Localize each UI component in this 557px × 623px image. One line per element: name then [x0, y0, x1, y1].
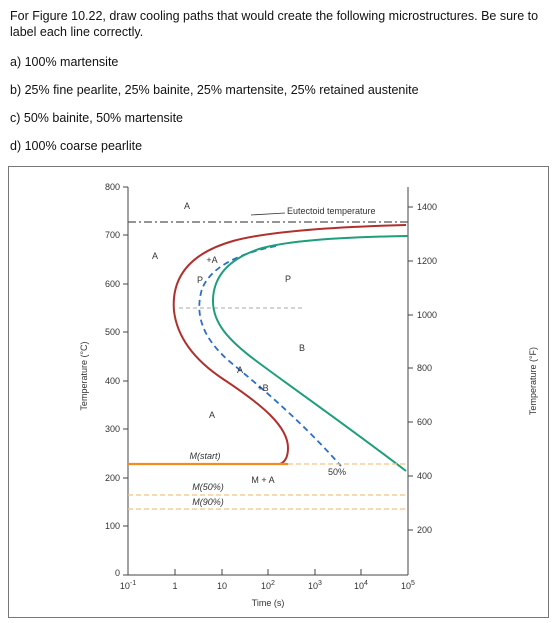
- label-fifty-percent: 50%: [328, 467, 346, 477]
- left-tick-700: 700: [105, 230, 120, 240]
- label-p-small: P: [197, 275, 203, 285]
- left-tick-600: 600: [105, 279, 120, 289]
- part-a: a) 100% martensite: [10, 55, 119, 69]
- left-tick-800: 800: [105, 182, 120, 192]
- x-tick-1e2: 102: [261, 580, 275, 591]
- part-b: b) 25% fine pearlite, 25% bainite, 25% m…: [10, 83, 419, 97]
- x-tick-10: 10: [217, 581, 227, 591]
- x-tick-1e4: 104: [354, 580, 368, 591]
- right-tick-1000: 1000: [417, 310, 437, 320]
- right-tick-200: 200: [417, 525, 432, 535]
- transformation-start-curve: [172, 224, 407, 465]
- right-tick-400: 400: [417, 471, 432, 481]
- x-tick-1e3: 103: [308, 580, 322, 591]
- x-tick-1e-1: 10-1: [120, 580, 136, 591]
- right-tick-1200: 1200: [417, 256, 437, 266]
- label-m-plus-a: M + A: [251, 475, 274, 485]
- left-tick-500: 500: [105, 327, 120, 337]
- left-tick-300: 300: [105, 424, 120, 434]
- left-ticks: [123, 186, 128, 576]
- label-pearlite: P: [285, 274, 291, 284]
- label-a-lower: A: [209, 410, 215, 420]
- right-axis-label: Temperature (°F): [528, 347, 538, 415]
- figure-frame: 800 700 600 500 400 300 200 100 0 1400 1…: [8, 166, 549, 618]
- left-tick-400: 400: [105, 376, 120, 386]
- label-bainite: B: [299, 343, 305, 353]
- right-tick-800: 800: [417, 363, 432, 373]
- part-d: d) 100% coarse pearlite: [10, 139, 143, 153]
- label-m50: M(50%): [192, 482, 224, 492]
- label-a-top: A: [184, 201, 190, 211]
- x-tick-1: 1: [172, 581, 177, 591]
- bottom-ticks: [127, 569, 409, 575]
- right-ticks: [408, 206, 413, 531]
- x-tick-1e5: 105: [401, 580, 415, 591]
- label-plus-b: +B: [257, 383, 268, 393]
- eutectoid-label: Eutectoid temperature: [287, 206, 376, 216]
- left-tick-0: 0: [115, 568, 120, 578]
- eutectoid-leader: [250, 212, 286, 216]
- label-a-b: A: [237, 365, 243, 375]
- ttt-diagram: 800 700 600 500 400 300 200 100 0 1400 1…: [79, 182, 538, 608]
- right-tick-1400: 1400: [417, 202, 437, 212]
- problem-intro: For Figure 10.22, draw cooling paths tha…: [10, 9, 539, 39]
- label-a-plus-p: +A: [206, 255, 217, 265]
- transformation-finish-curve: [211, 235, 409, 472]
- right-tick-600: 600: [417, 417, 432, 427]
- label-a-left: A: [152, 251, 158, 261]
- left-tick-100: 100: [105, 521, 120, 531]
- left-tick-200: 200: [105, 473, 120, 483]
- x-axis-label: Time (s): [252, 598, 285, 608]
- label-m-start: M(start): [190, 451, 221, 461]
- fifty-percent-curve: [198, 245, 342, 467]
- part-c: c) 50% bainite, 50% martensite: [10, 111, 184, 125]
- left-axis-label: Temperature (°C): [79, 341, 89, 410]
- label-m90: M(90%): [192, 497, 224, 507]
